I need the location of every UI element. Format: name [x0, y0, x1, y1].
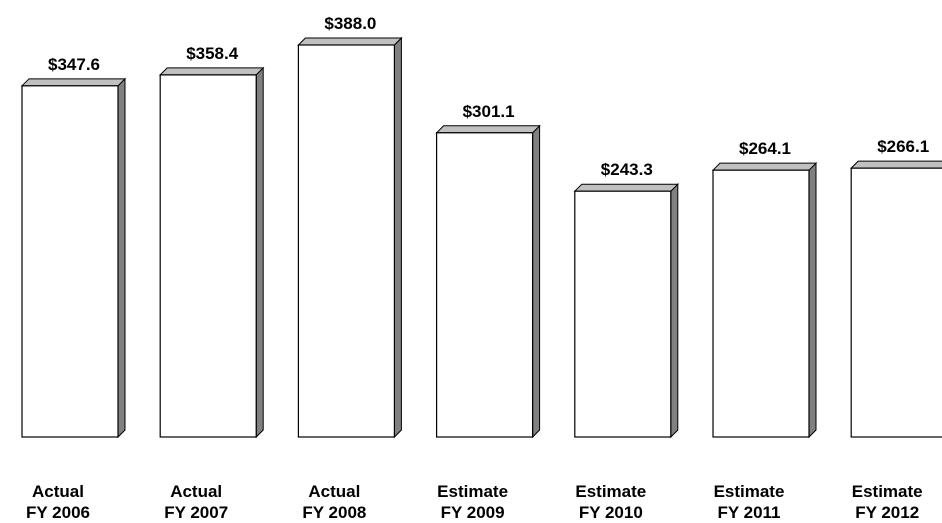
bar — [159, 74, 257, 438]
bar-side — [532, 124, 541, 439]
bar-side — [255, 66, 264, 439]
data-label: $301.1 — [463, 102, 515, 121]
bar — [297, 44, 395, 438]
category-tick-label: Estimate — [852, 482, 923, 501]
bar — [574, 190, 672, 438]
category-tick-label: FY 2008 — [302, 503, 366, 522]
bar — [21, 85, 119, 438]
bar — [712, 169, 810, 438]
bar-top — [435, 125, 541, 134]
category-tick-label: Actual — [308, 482, 360, 501]
data-label: $358.4 — [186, 44, 239, 63]
category-tick-label: Estimate — [575, 482, 646, 501]
category-tick-label: FY 2009 — [441, 503, 505, 522]
bar-top — [158, 67, 265, 76]
category-tick-label: Actual — [32, 482, 84, 501]
bar-side — [393, 36, 402, 439]
bars-group — [20, 36, 942, 439]
bar-side — [670, 182, 679, 439]
category-tick-label: Estimate — [437, 482, 508, 501]
bar-top — [20, 78, 127, 87]
category-tick-label: FY 2012 — [855, 503, 919, 522]
category-tick-label: Actual — [170, 482, 222, 501]
data-label: $347.6 — [48, 55, 100, 74]
bar — [850, 167, 942, 438]
bar-top — [849, 160, 942, 169]
category-tick-label: FY 2011 — [717, 503, 780, 522]
category-labels-group: Actual FY 2006 Actual FY 2007 Actual FY 2008 E… — [26, 482, 923, 522]
bar-side — [808, 161, 817, 439]
category-tick-label: FY 2006 — [26, 503, 90, 522]
bar-top — [297, 37, 403, 46]
data-label: $264.1 — [739, 139, 791, 158]
data-label: $243.3 — [601, 160, 653, 179]
bar — [436, 132, 534, 438]
category-tick-label: FY 2007 — [164, 503, 228, 522]
data-label: $388.0 — [324, 14, 376, 33]
bar-top — [573, 183, 680, 192]
category-tick-label: FY 2010 — [579, 503, 643, 522]
category-tick-label: Estimate — [714, 482, 785, 501]
bar-top — [711, 162, 818, 171]
data-label: $266.1 — [877, 137, 929, 156]
bar-side — [117, 77, 126, 439]
value-labels-group: $347.6 $358.4 $388.0 $301.1 $243.3 $264.1 $266… — [48, 14, 929, 179]
